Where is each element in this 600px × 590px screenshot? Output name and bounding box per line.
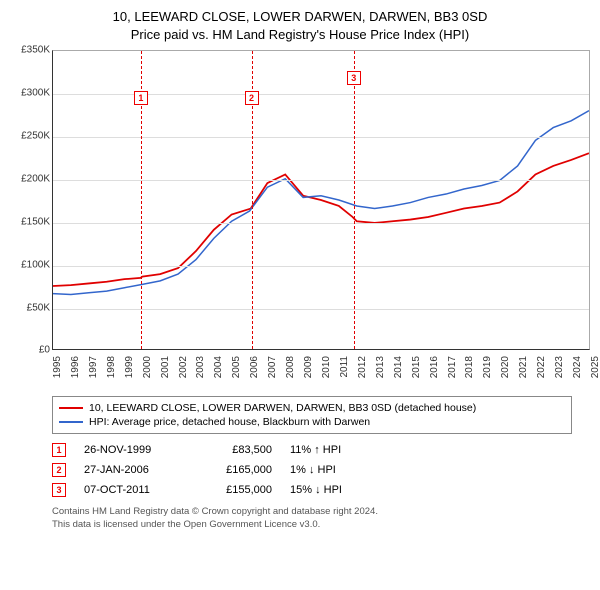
event-row-marker: 3 <box>52 483 66 497</box>
x-tick-label: 2020 <box>500 356 511 378</box>
event-delta: 11% ↑ HPI <box>290 444 390 456</box>
event-marker: 3 <box>347 71 361 85</box>
event-row: 1 26-NOV-1999 £83,500 11% ↑ HPI <box>52 440 572 460</box>
x-tick-label: 2012 <box>357 356 368 378</box>
plot-area: 1 2 3 <box>52 50 590 350</box>
x-tick-label: 1996 <box>70 356 81 378</box>
footer-line2: This data is licensed under the Open Gov… <box>52 519 590 531</box>
y-tick-label: £250K <box>21 131 50 142</box>
x-tick-label: 2024 <box>572 356 583 378</box>
y-tick-label: £50K <box>27 302 50 313</box>
y-tick-label: £100K <box>21 259 50 270</box>
x-tick-label: 2021 <box>518 356 529 378</box>
x-tick-label: 1995 <box>52 356 63 378</box>
x-tick-label: 1998 <box>106 356 117 378</box>
x-tick-label: 2016 <box>429 356 440 378</box>
event-delta: 1% ↓ HPI <box>290 464 390 476</box>
x-tick-label: 2013 <box>375 356 386 378</box>
event-date: 26-NOV-1999 <box>84 444 174 456</box>
x-tick-label: 2007 <box>267 356 278 378</box>
event-marker: 2 <box>245 91 259 105</box>
y-tick-label: £150K <box>21 216 50 227</box>
y-axis: £0£50K£100K£150K£200K£250K£300K£350K <box>10 50 52 350</box>
legend-label: 10, LEEWARD CLOSE, LOWER DARWEN, DARWEN,… <box>89 402 476 414</box>
event-delta: 15% ↓ HPI <box>290 484 390 496</box>
footer: Contains HM Land Registry data © Crown c… <box>52 506 590 531</box>
y-tick-label: £300K <box>21 88 50 99</box>
gridline <box>53 309 589 310</box>
x-tick-label: 2003 <box>195 356 206 378</box>
footer-line1: Contains HM Land Registry data © Crown c… <box>52 506 590 518</box>
x-tick-label: 2015 <box>411 356 422 378</box>
x-tick-label: 2018 <box>464 356 475 378</box>
x-tick-label: 2005 <box>231 356 242 378</box>
x-tick-label: 2004 <box>213 356 224 378</box>
x-tick-label: 2025 <box>590 356 600 378</box>
legend-swatch <box>59 407 83 409</box>
event-price: £155,000 <box>192 484 272 496</box>
y-tick-label: £350K <box>21 45 50 56</box>
x-tick-label: 1997 <box>88 356 99 378</box>
x-tick-label: 2011 <box>339 356 350 378</box>
legend-row: HPI: Average price, detached house, Blac… <box>59 415 565 429</box>
y-tick-label: £0 <box>39 345 50 356</box>
legend: 10, LEEWARD CLOSE, LOWER DARWEN, DARWEN,… <box>52 396 572 434</box>
title-subtitle: Price paid vs. HM Land Registry's House … <box>10 26 590 44</box>
x-axis: 1995 1996 1997 1998 1999 2000 2001 2002 2003 2004… <box>52 352 590 392</box>
event-row-marker: 1 <box>52 443 66 457</box>
event-row: 2 27-JAN-2006 £165,000 1% ↓ HPI <box>52 460 572 480</box>
title-block: 10, LEEWARD CLOSE, LOWER DARWEN, DARWEN,… <box>10 8 590 44</box>
gridline <box>53 180 589 181</box>
page-root: 10, LEEWARD CLOSE, LOWER DARWEN, DARWEN,… <box>0 0 600 537</box>
x-tick-label: 2014 <box>393 356 404 378</box>
event-marker: 1 <box>134 91 148 105</box>
y-tick-label: £200K <box>21 173 50 184</box>
gridline <box>53 266 589 267</box>
x-tick-label: 2023 <box>554 356 565 378</box>
gridline <box>53 223 589 224</box>
event-date: 27-JAN-2006 <box>84 464 174 476</box>
event-row-marker: 2 <box>52 463 66 477</box>
event-price: £83,500 <box>192 444 272 456</box>
legend-swatch <box>59 421 83 423</box>
event-vline <box>354 51 355 349</box>
x-tick-label: 2009 <box>303 356 314 378</box>
legend-row: 10, LEEWARD CLOSE, LOWER DARWEN, DARWEN,… <box>59 401 565 415</box>
event-row: 3 07-OCT-2011 £155,000 15% ↓ HPI <box>52 480 572 500</box>
x-tick-label: 2001 <box>160 356 171 378</box>
x-tick-label: 2010 <box>321 356 332 378</box>
x-tick-label: 2006 <box>249 356 260 378</box>
title-address: 10, LEEWARD CLOSE, LOWER DARWEN, DARWEN,… <box>10 8 590 26</box>
legend-label: HPI: Average price, detached house, Blac… <box>89 416 370 428</box>
x-tick-label: 2002 <box>178 356 189 378</box>
x-tick-label: 2017 <box>447 356 458 378</box>
event-date: 07-OCT-2011 <box>84 484 174 496</box>
chart: £0£50K£100K£150K£200K£250K£300K£350K 123… <box>10 50 590 390</box>
events-table: 1 26-NOV-1999 £83,500 11% ↑ HPI 2 27-JAN-2006… <box>52 440 572 500</box>
x-tick-label: 2019 <box>482 356 493 378</box>
gridline <box>53 137 589 138</box>
x-tick-label: 1999 <box>124 356 135 378</box>
x-tick-label: 2000 <box>142 356 153 378</box>
x-tick-label: 2008 <box>285 356 296 378</box>
x-tick-label: 2022 <box>536 356 547 378</box>
series-hpi <box>53 111 589 295</box>
event-price: £165,000 <box>192 464 272 476</box>
